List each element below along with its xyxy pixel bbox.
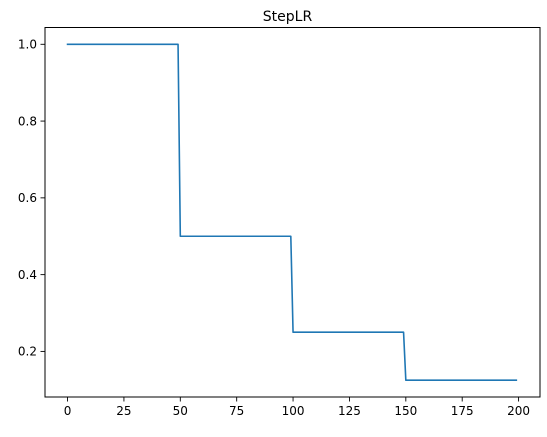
x-tick-label: 150	[394, 404, 417, 418]
x-axis-ticks: 0 25 50 75 100 125 150 175 200	[64, 397, 530, 418]
y-tick-label: 0.8	[18, 114, 37, 128]
y-tick-label: 0.2	[18, 345, 37, 359]
x-tick-label: 125	[338, 404, 361, 418]
x-tick-label: 175	[451, 404, 474, 418]
plot-frame	[44, 27, 541, 398]
x-tick-label: 0	[64, 404, 72, 418]
y-axis-ticks: 0.2 0.4 0.6 0.8 1.0	[18, 38, 45, 359]
x-tick-label: 25	[116, 404, 131, 418]
y-tick-label: 0.6	[18, 191, 37, 205]
x-tick-label: 50	[173, 404, 188, 418]
y-tick-label: 1.0	[18, 38, 37, 52]
x-tick-label: 75	[229, 404, 244, 418]
x-tick-label: 100	[282, 404, 305, 418]
y-tick-label: 0.4	[18, 268, 37, 282]
series-layer	[66, 43, 518, 381]
series-line-0	[66, 43, 518, 381]
x-tick-label: 200	[507, 404, 530, 418]
chart-title: StepLR	[263, 9, 313, 25]
